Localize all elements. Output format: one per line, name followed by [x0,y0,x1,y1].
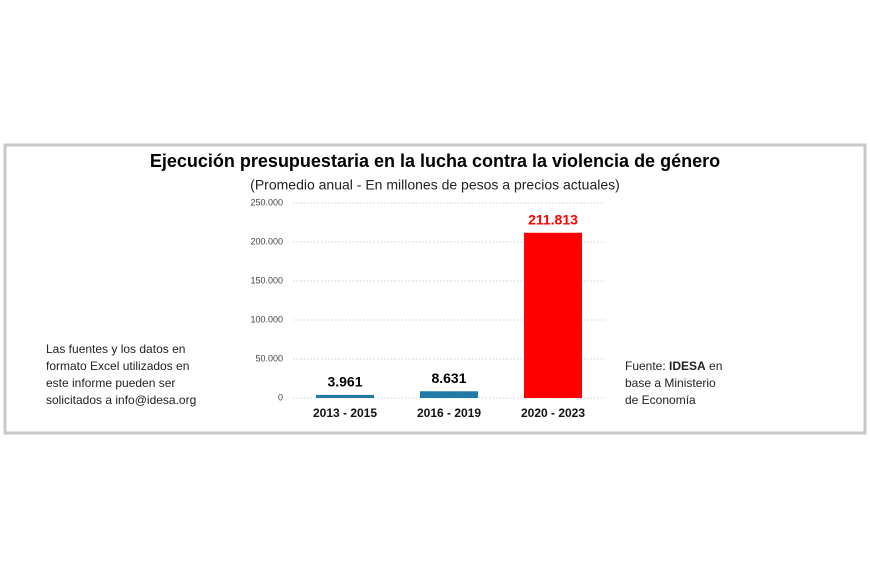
info-note: Las fuentes y los datos en [46,342,185,356]
source-note-line: base a Ministerio [625,376,716,390]
bar [316,394,374,398]
chart-subtitle: (Promedio anual - En millones de pesos a… [250,177,620,193]
source-prefix: Fuente: [625,359,669,373]
x-tick-label: 2013 - 2015 [313,406,377,420]
value-label: 3.961 [327,374,362,390]
source-name: IDESA [669,359,706,373]
y-tick-label: 0 [278,392,283,402]
y-tick-label: 150.000 [250,275,283,285]
frame [3,143,867,435]
y-tick-label: 50.000 [255,353,283,363]
info-note: formato Excel utilizados en [46,359,189,373]
source-note: Fuente: IDESA en [625,359,722,373]
chart-title: Ejecución presupuestaria en la lucha con… [150,151,720,171]
y-tick-label: 200.000 [250,236,283,246]
source-suffix: en [706,359,723,373]
value-label: 211.813 [528,211,578,227]
bar [420,391,478,398]
info-note: solicitados a info@idesa.org [46,393,196,407]
value-label: 8.631 [431,370,466,386]
y-tick-label: 250.000 [250,197,283,207]
x-tick-label: 2020 - 2023 [521,406,585,420]
bar [524,232,582,398]
x-tick-label: 2016 - 2019 [417,406,481,420]
y-tick-label: 100.000 [250,314,283,324]
source-note-line: de Economía [625,393,696,407]
info-note: este informe pueden ser [46,376,175,390]
